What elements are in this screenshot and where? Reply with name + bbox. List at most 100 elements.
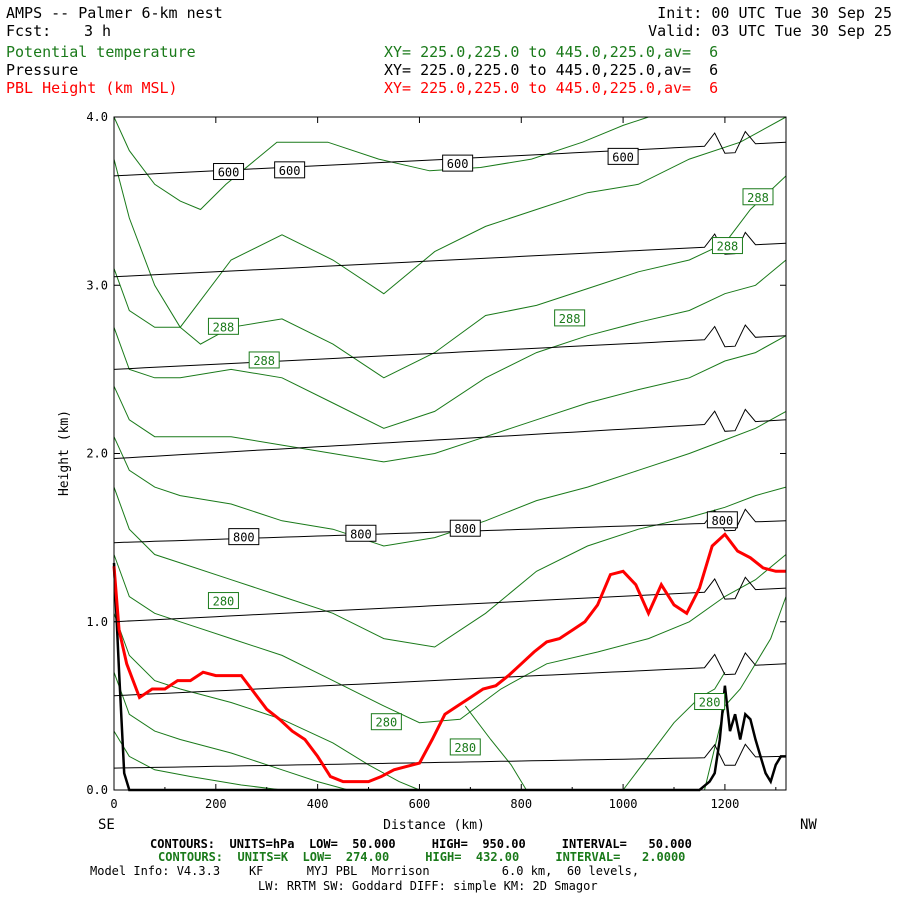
pressure-contour-650 — [113, 231, 787, 278]
theta-contour-10 — [113, 730, 283, 791]
theta-label-box-8 — [694, 693, 726, 711]
x-tick-label-1200: 1200 — [710, 797, 739, 811]
theta-contour-1 — [113, 116, 787, 329]
init-time: Init: 00 UTC Tue 30 Sep 25 — [657, 4, 892, 22]
theta-label-6: 280 — [370, 713, 402, 731]
theta-label-box-2 — [207, 317, 239, 335]
pressure-contours — [113, 130, 787, 769]
theta-contour-12 — [622, 671, 726, 791]
pbl-series — [112, 532, 786, 784]
theta-label-text-4: 288 — [559, 312, 581, 326]
y-tick-label-2: 2.0 — [86, 447, 108, 461]
pressure-contour-850 — [113, 576, 787, 623]
y-axis-label: Height (km) — [57, 410, 72, 496]
pressure-label-0: 600 — [213, 163, 245, 181]
pressure-label-text-6: 800 — [454, 522, 476, 536]
pressure-label-box-3 — [607, 147, 639, 165]
pressure-label-text-4: 800 — [233, 531, 255, 545]
pressure-contour-900 — [113, 651, 787, 697]
theta-label-5: 280 — [207, 592, 239, 610]
theta-label-0: 288 — [742, 188, 774, 206]
theta-label-text-5: 280 — [213, 595, 235, 609]
theta-contour-7 — [113, 554, 787, 724]
pressure-label-text-5: 800 — [350, 527, 372, 541]
theta-label-box-6 — [370, 713, 402, 731]
pressure-label-box-6 — [449, 519, 481, 537]
pressure-label-text-0: 600 — [218, 166, 240, 180]
theta-label-1: 288 — [711, 237, 743, 255]
x-tick-label-800: 800 — [510, 797, 532, 811]
theta-label-box-1 — [711, 237, 743, 255]
theta-label-8: 280 — [694, 693, 726, 711]
theta-contour-6 — [113, 486, 787, 648]
pressure-label-box-5 — [345, 524, 377, 542]
footer-theta-contours: CONTOURS: UNITS=K LOW= 274.00 HIGH= 432.… — [158, 850, 686, 864]
legend-pbl-xy: XY= 225.0,225.0 to 445.0,225.0,av= 6 — [384, 79, 719, 97]
legend-theta-xy: XY= 225.0,225.0 to 445.0,225.0,av= 6 — [384, 43, 719, 61]
se-label: SE — [98, 817, 115, 833]
axes: 0 200 400 600 800 1000 1200 0.0 1.0 2.0 3.0 4.0 — [86, 110, 786, 811]
footer-physics-info: LW: RRTM SW: Goddard DIFF: simple KM: 2D… — [258, 879, 598, 893]
theta-label-text-3: 288 — [253, 354, 275, 368]
theta-label-text-0: 288 — [747, 191, 769, 205]
pressure-label-1: 600 — [274, 161, 306, 179]
theta-contour-5 — [113, 410, 787, 547]
theta-label-text-8: 280 — [699, 696, 721, 710]
pressure-label-text-7: 800 — [712, 514, 734, 528]
pressure-label-7: 800 — [706, 511, 738, 529]
theta-label-text-2: 288 — [213, 320, 235, 334]
legend-pressure: Pressure — [6, 61, 79, 79]
pressure-label-text-1: 600 — [279, 164, 301, 178]
chart-title: AMPS -- Palmer 6-km nest — [6, 4, 223, 22]
pressure-label-box-1 — [274, 161, 306, 179]
pressure-label-5: 800 — [345, 524, 377, 542]
x-axis-label: Distance (km) — [383, 818, 485, 833]
theta-contour-9 — [113, 672, 349, 791]
forecast-label: Fcst: — [6, 22, 52, 40]
theta-label-box-5 — [207, 592, 239, 610]
footer-model-info: Model Info: V4.3.3 KF MYJ PBL Morrison 6… — [90, 864, 640, 878]
theta-label-4: 288 — [554, 309, 586, 327]
pressure-label-box-0 — [213, 163, 245, 181]
theta-contour-3 — [113, 259, 787, 429]
theta-contour-0 — [113, 116, 649, 211]
y-tick-label-1: 1.0 — [86, 615, 108, 629]
theta-label-box-3 — [248, 351, 280, 369]
x-tick-label-600: 600 — [409, 797, 431, 811]
theta-contour-11 — [464, 705, 527, 791]
valid-time: Valid: 03 UTC Tue 30 Sep 25 — [648, 22, 892, 40]
theta-contour-2 — [113, 175, 787, 379]
y-tick-label-0: 0.0 — [86, 783, 108, 797]
y-tick-label-3: 3.0 — [86, 278, 108, 292]
pressure-label-box-2 — [442, 154, 474, 172]
contour-labels: 600 600 600 600 800 800 800 800 288 288 288 288 288 2… — [207, 147, 774, 756]
legend-theta: Potential temperature — [6, 43, 196, 61]
theta-contour-4 — [113, 335, 787, 463]
theta-label-3: 288 — [248, 351, 280, 369]
forecast-value: 3 h — [84, 22, 112, 40]
x-tick-label-1000: 1000 — [609, 797, 638, 811]
theta-contour-8 — [113, 613, 420, 791]
x-tick-label-400: 400 — [307, 797, 329, 811]
nw-label: NW — [800, 817, 817, 833]
pressure-contour-950 — [113, 743, 787, 769]
footer-pressure-contours: CONTOURS: UNITS=hPa LOW= 50.000 HIGH= 95… — [150, 837, 692, 851]
pressure-label-3: 600 — [607, 147, 639, 165]
x-tick-label-0: 0 — [110, 797, 117, 811]
theta-label-box-0 — [742, 188, 774, 206]
theta-label-2: 288 — [207, 317, 239, 335]
legend-pbl: PBL Height (km MSL) — [6, 79, 178, 97]
pressure-contour-750 — [113, 408, 787, 459]
theta-label-7: 280 — [449, 738, 481, 756]
plot-frame — [113, 116, 787, 791]
theta-label-box-4 — [554, 309, 586, 327]
theta-contours — [113, 116, 787, 791]
y-tick-label-4: 4.0 — [86, 110, 108, 124]
pressure-label-6: 800 — [449, 519, 481, 537]
theta-label-text-6: 280 — [376, 716, 398, 730]
pbl-height-line — [112, 532, 786, 784]
pressure-label-2: 600 — [442, 154, 474, 172]
pressure-contour-700 — [113, 324, 787, 370]
pressure-label-box-7 — [706, 511, 738, 529]
